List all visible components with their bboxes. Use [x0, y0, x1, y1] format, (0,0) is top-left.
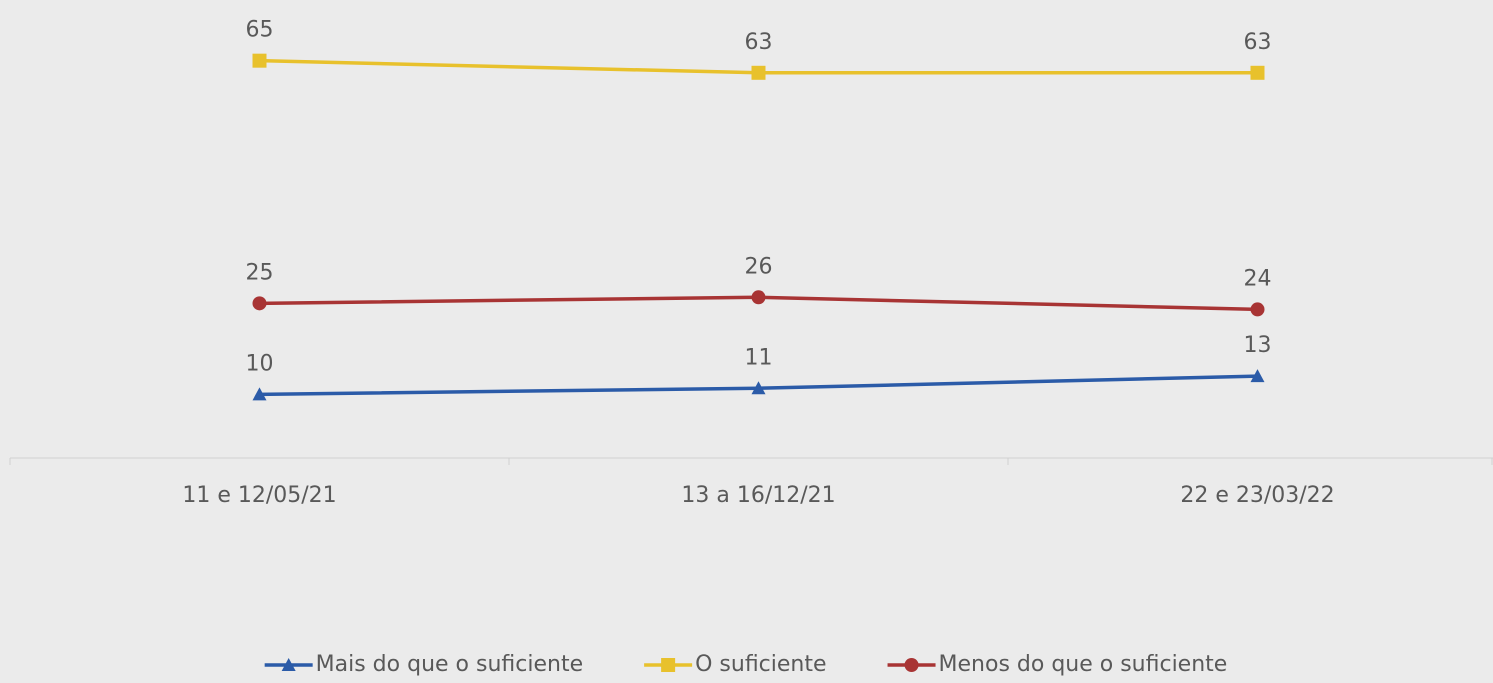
data-label: 10	[246, 351, 274, 376]
legend-marker	[661, 658, 676, 672]
x-tick-label: 13 a 16/12/21	[681, 483, 835, 508]
legend-label: O suficiente	[695, 652, 826, 677]
data-label: 65	[246, 18, 274, 43]
data-label: 24	[1244, 266, 1272, 291]
data-label: 13	[1244, 333, 1272, 358]
x-tick-label: 11 e 12/05/21	[182, 483, 336, 508]
data-point	[1250, 65, 1265, 80]
data-point	[751, 381, 766, 395]
data-point	[252, 53, 267, 68]
data-point	[751, 65, 766, 80]
legend-label: Menos do que o suficiente	[939, 652, 1228, 677]
legend-marker	[281, 658, 296, 671]
data-label: 26	[745, 254, 773, 279]
x-tick-label: 22 e 23/03/22	[1180, 483, 1334, 508]
legend-label: Mais do que o suficiente	[316, 652, 583, 677]
data-point	[1250, 302, 1265, 317]
data-label: 11	[745, 345, 773, 370]
data-label: 63	[1244, 30, 1272, 55]
data-point	[252, 296, 267, 311]
data-point	[252, 387, 267, 401]
legend-marker	[904, 658, 919, 672]
data-point	[751, 290, 766, 305]
data-point	[1250, 369, 1265, 383]
data-label: 63	[745, 30, 773, 55]
data-label: 25	[246, 260, 274, 285]
